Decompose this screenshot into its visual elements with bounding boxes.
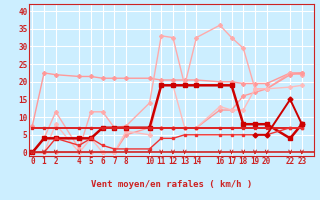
X-axis label: Vent moyen/en rafales ( km/h ): Vent moyen/en rafales ( km/h ) (91, 180, 252, 189)
